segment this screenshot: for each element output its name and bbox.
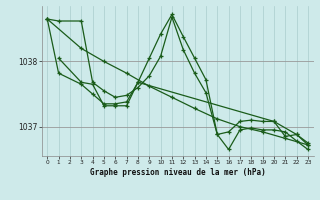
X-axis label: Graphe pression niveau de la mer (hPa): Graphe pression niveau de la mer (hPa)	[90, 168, 266, 177]
